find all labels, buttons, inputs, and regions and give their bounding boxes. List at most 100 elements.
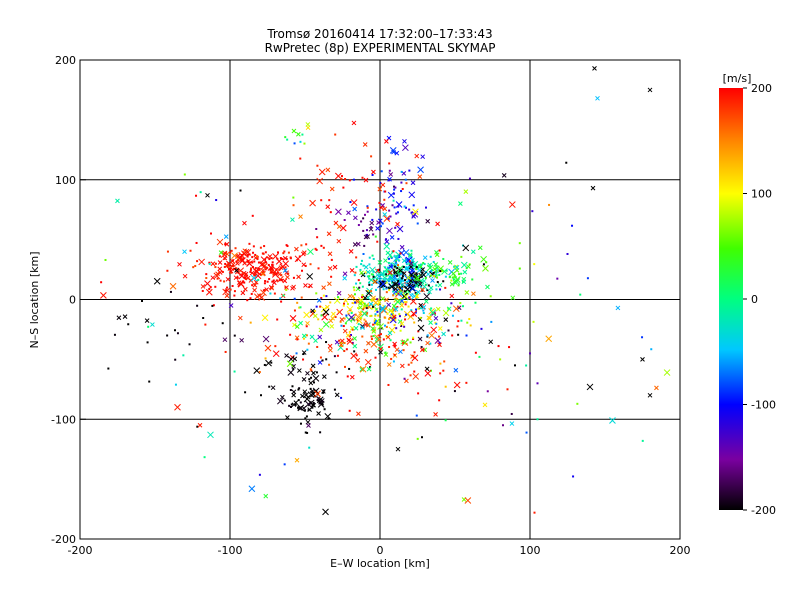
data-point — [383, 198, 386, 201]
data-point-cross — [235, 261, 240, 266]
data-point — [242, 272, 245, 275]
data-point-cross — [312, 375, 320, 382]
data-point-stroke — [595, 95, 600, 101]
data-point-cross — [488, 339, 494, 345]
data-point — [275, 279, 278, 282]
data-point-cross — [313, 338, 318, 344]
data-point-stroke — [434, 252, 440, 258]
data-point-stroke — [380, 182, 386, 188]
data-point-cross — [423, 293, 431, 300]
data-point — [281, 257, 284, 260]
data-point — [305, 334, 308, 337]
data-point-stroke — [382, 272, 388, 277]
data-point-stroke — [403, 310, 411, 318]
data-point — [249, 321, 252, 324]
data-point-stroke — [353, 325, 359, 331]
data-point — [301, 269, 304, 272]
data-point — [282, 252, 285, 255]
data-point — [420, 307, 423, 310]
data-point-cross — [443, 317, 449, 322]
data-point — [321, 359, 324, 362]
data-point-stroke — [290, 285, 295, 291]
data-point — [298, 306, 301, 309]
data-point-stroke — [402, 138, 407, 144]
data-point — [205, 277, 208, 280]
data-point — [514, 364, 516, 367]
data-point-cross — [430, 326, 438, 334]
data-point-cross — [343, 298, 349, 303]
data-point-stroke — [115, 198, 120, 204]
data-point-stroke — [309, 199, 316, 207]
data-point-stroke — [318, 327, 324, 333]
data-point-cross — [615, 305, 621, 311]
data-point — [274, 271, 277, 274]
data-point-cross — [377, 323, 384, 330]
data-point — [208, 287, 211, 290]
data-point-cross — [383, 243, 391, 250]
data-point-cross — [339, 317, 345, 322]
data-point — [233, 370, 236, 373]
data-point — [363, 302, 366, 305]
data-point-stroke — [371, 169, 376, 175]
data-point — [232, 265, 235, 268]
data-point-stroke — [363, 264, 369, 270]
data-point — [274, 345, 277, 348]
data-point — [244, 391, 247, 394]
data-point-cross — [346, 305, 354, 313]
data-point-cross — [389, 147, 397, 154]
data-point-cross — [322, 508, 329, 516]
data-point-cross — [291, 363, 296, 369]
data-point — [408, 208, 411, 211]
data-point-stroke — [391, 303, 397, 309]
data-point-cross — [279, 394, 285, 400]
data-point-stroke — [383, 258, 388, 263]
data-point — [245, 274, 248, 277]
data-point-cross — [275, 258, 283, 265]
data-point — [650, 348, 653, 351]
data-point — [364, 213, 367, 216]
data-point-cross — [421, 278, 427, 284]
data-point-cross — [426, 264, 434, 272]
data-point-stroke — [296, 131, 301, 137]
data-point-stroke — [217, 266, 223, 272]
data-point-cross — [432, 266, 438, 272]
data-point-stroke — [384, 239, 390, 244]
data-point-cross — [100, 292, 107, 299]
data-point — [444, 385, 447, 388]
data-point — [270, 271, 273, 274]
data-point — [299, 422, 302, 425]
data-point-stroke — [424, 366, 430, 372]
data-point-stroke — [429, 309, 437, 317]
data-point-cross — [334, 392, 340, 398]
data-point-cross — [384, 297, 389, 303]
data-point-stroke — [358, 300, 363, 306]
data-point-cross — [225, 276, 231, 282]
data-point — [316, 345, 319, 348]
data-point-stroke — [394, 150, 400, 156]
data-point — [330, 275, 333, 278]
data-point — [408, 265, 411, 268]
data-point — [396, 264, 399, 267]
data-point — [305, 243, 308, 246]
data-point-stroke — [510, 295, 516, 301]
data-point-stroke — [586, 383, 594, 391]
data-point-cross — [223, 234, 229, 239]
data-point-stroke — [316, 396, 321, 401]
data-point-cross — [316, 298, 322, 303]
data-point-stroke — [242, 260, 247, 266]
data-point — [294, 403, 297, 406]
data-point — [308, 446, 311, 449]
data-point — [173, 329, 176, 332]
data-point-stroke — [412, 208, 419, 216]
data-point-cross — [409, 268, 415, 273]
data-point-stroke — [346, 337, 352, 343]
data-point-stroke — [423, 299, 429, 304]
data-point-cross — [417, 166, 424, 174]
data-point-cross — [263, 493, 269, 499]
data-point-stroke — [399, 302, 405, 308]
data-point — [439, 372, 442, 375]
data-point-stroke — [372, 299, 380, 307]
data-point-cross — [404, 286, 411, 293]
data-point-stroke — [408, 278, 414, 284]
data-point-stroke — [317, 360, 323, 365]
